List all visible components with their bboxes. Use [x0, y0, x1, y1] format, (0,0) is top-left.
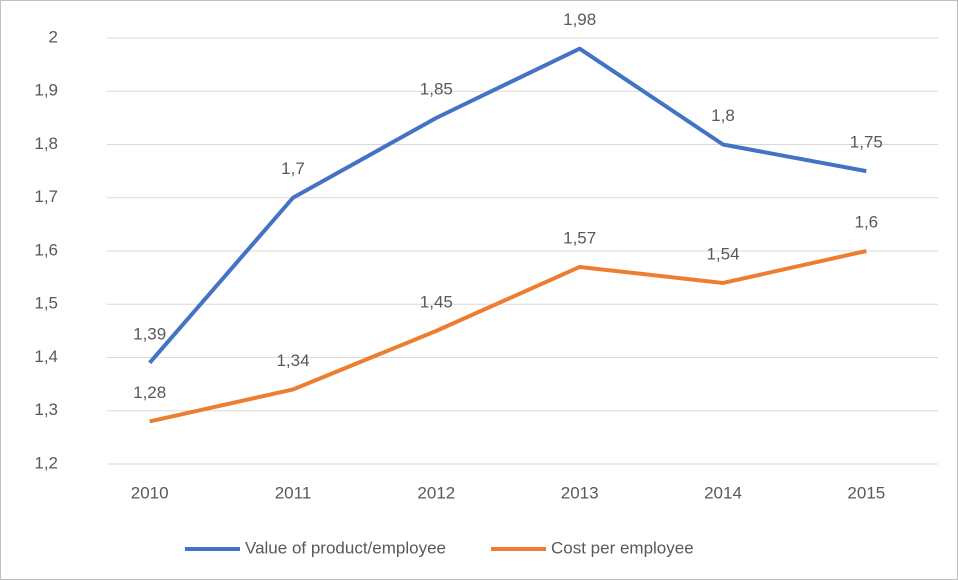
x-tick-label: 2014: [704, 483, 742, 502]
y-tick-label: 1,5: [34, 294, 58, 313]
y-tick-label: 1,3: [34, 400, 58, 419]
y-tick-label: 2: [49, 27, 58, 46]
data-label: 1,75: [850, 133, 883, 152]
x-tick-label: 2013: [561, 483, 599, 502]
data-label: 1,39: [133, 324, 166, 343]
y-tick-label: 1,7: [34, 187, 58, 206]
data-label: 1,54: [706, 244, 739, 263]
y-tick-label: 1,2: [34, 453, 58, 472]
x-tick-label: 2012: [417, 483, 455, 502]
y-tick-label: 1,9: [34, 81, 58, 100]
data-label: 1,34: [276, 351, 309, 370]
y-tick-label: 1,8: [34, 134, 58, 153]
data-label: 1,98: [563, 10, 596, 29]
legend-label: Cost per employee: [551, 538, 694, 557]
x-tick-label: 2011: [275, 483, 312, 502]
data-label: 1,85: [420, 79, 453, 98]
data-label: 1,7: [281, 159, 305, 178]
x-tick-label: 2010: [131, 483, 169, 502]
data-label: 1,8: [711, 106, 735, 125]
y-tick-label: 1,6: [34, 240, 58, 259]
series-line: [149, 249, 867, 424]
data-label: 1,6: [855, 212, 879, 231]
y-tick-label: 1,4: [34, 347, 58, 366]
series-line: [148, 46, 867, 365]
x-tick-label: 2015: [847, 483, 885, 502]
data-label: 1,45: [420, 292, 453, 311]
data-label: 1,57: [563, 228, 596, 247]
legend-label: Value of product/employee: [245, 538, 446, 557]
data-label: 1,28: [133, 383, 166, 402]
